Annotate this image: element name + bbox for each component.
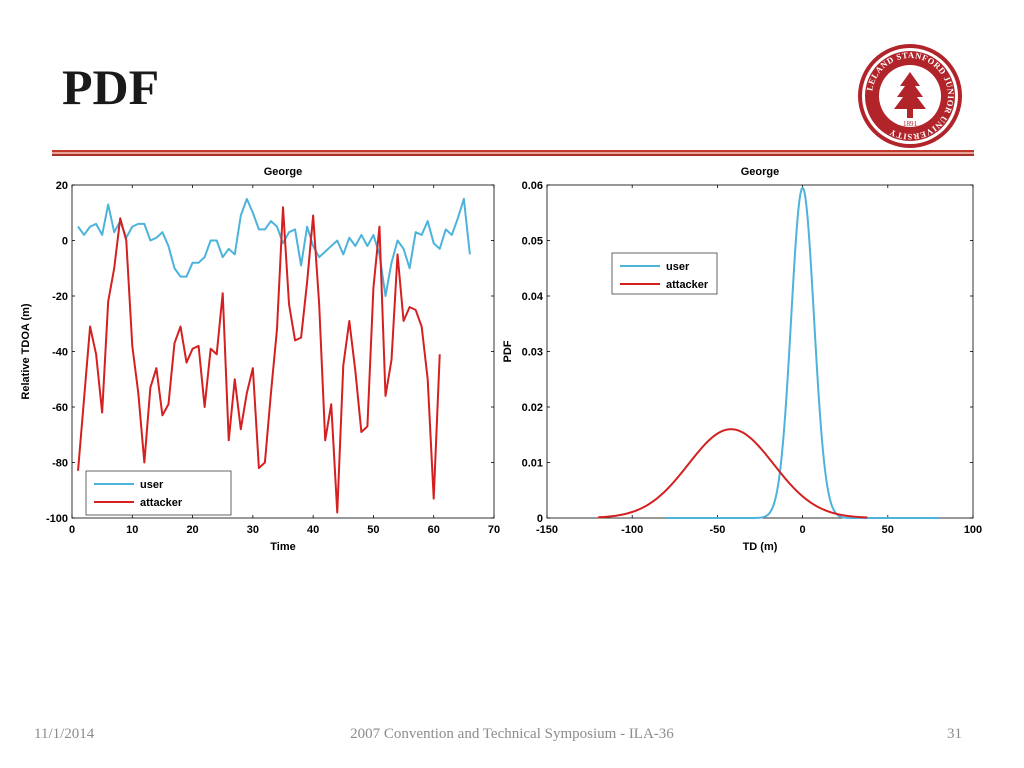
x-tick-label: 0 [69,524,75,536]
legend-box [85,470,232,516]
legend-label-user: user [666,261,690,273]
y-tick-label: 0.04 [522,291,544,303]
legend-label-user: user [140,479,164,491]
y-tick-label: -20 [52,291,68,303]
footer-date: 11/1/2014 [34,726,95,742]
tree-icon [894,72,926,118]
plot-frame [546,184,974,519]
x-tick-label: 20 [186,524,198,536]
pdf-chart: George -150 -100 -50 0 50 100 0 0.01 0.02 0.03 0.04… [502,166,982,553]
y-axis-label: PDF [502,340,514,362]
y-tick-label: 0 [62,236,68,248]
y-tick-label: 0 [537,513,543,525]
seal-year: 1891 [903,120,918,128]
title-divider [52,150,974,156]
y-tick-label: 0.05 [522,236,543,248]
x-tick-label: 50 [367,524,379,536]
tdoa-time-chart: George 0 10 20 30 40 50 60 70 -100 -80 -60 -40 -20 0 20… [20,166,500,553]
y-tick-label: 0.02 [522,402,543,414]
series-line-attacker [597,428,868,519]
footer-page-number: 31 [947,726,962,742]
chart-title: George [741,166,780,178]
slide-title: PDF [62,59,160,115]
series-line-user [666,186,940,519]
x-tick-label: 70 [488,524,500,536]
y-tick-label: -80 [52,458,68,470]
stanford-seal-logo: LELAND STANFORD JUNIOR UNIVERSITY 1891 [858,44,962,148]
x-tick-label: 100 [964,524,982,536]
y-tick-label: 0.06 [522,180,543,192]
y-tick-label: -40 [52,347,68,359]
legend-label-attacker: attacker [140,497,183,509]
x-tick-label: 10 [126,524,138,536]
chart-title: George [264,166,303,178]
y-tick-label: 0.01 [522,458,543,470]
series-line-attacker [77,206,441,514]
x-tick-label: -100 [621,524,643,536]
y-tick-label: 0.03 [522,347,543,359]
y-axis-label: Relative TDOA (m) [20,303,32,400]
x-axis-label: TD (m) [743,541,778,553]
y-tick-label: -60 [52,402,68,414]
x-axis-label: Time [270,541,295,553]
footer-event: 2007 Convention and Technical Symposium … [350,726,674,742]
x-tick-label: -150 [536,524,558,536]
x-tick-label: 40 [307,524,319,536]
legend-label-attacker: attacker [666,279,709,291]
x-tick-label: 30 [247,524,259,536]
series-line-user [77,197,471,297]
x-tick-label: 60 [428,524,440,536]
legend-box [611,252,718,295]
y-tick-label: 20 [56,180,68,192]
y-tick-label: -100 [46,513,68,525]
x-tick-label: -50 [709,524,725,536]
x-tick-label: 50 [882,524,894,536]
x-tick-label: 0 [800,524,806,536]
